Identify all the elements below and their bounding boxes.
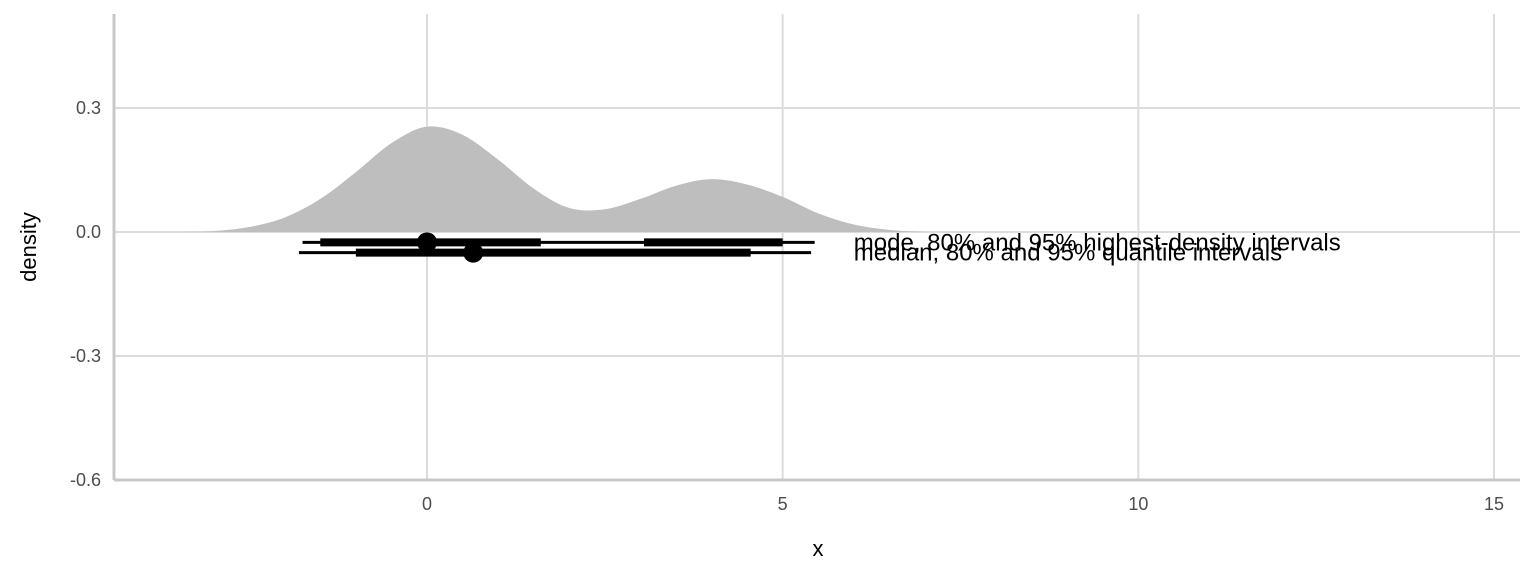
point-estimate <box>417 232 437 253</box>
y-tick-label: -0.3 <box>70 346 101 366</box>
x-tick-label: 10 <box>1128 494 1148 514</box>
x-axis-title: x <box>813 536 824 561</box>
x-tick-label: 5 <box>778 494 788 514</box>
y-tick-label: 0.0 <box>76 222 101 242</box>
density-layer <box>185 126 925 232</box>
point-estimate <box>463 242 484 263</box>
y-tick-label: -0.6 <box>70 470 101 490</box>
axes-layer <box>112 14 1520 482</box>
label-layer: 0 5 10 15 -0.6 -0.3 0.0 0.3 <box>70 98 1504 514</box>
y-tick-label: 0.3 <box>76 98 101 118</box>
x-tick-label: 15 <box>1484 494 1504 514</box>
interval-label: mode, 80% and 95% highest-density interv… <box>854 229 1341 256</box>
x-tick-label: 0 <box>422 494 432 514</box>
interval-label: median, 80% and 95% quantile intervals <box>854 240 1282 267</box>
density-area <box>185 126 925 232</box>
interval-layer: mode, 80% and 95% highest-density interv… <box>298 229 1341 267</box>
y-axis-title: density <box>16 212 41 282</box>
